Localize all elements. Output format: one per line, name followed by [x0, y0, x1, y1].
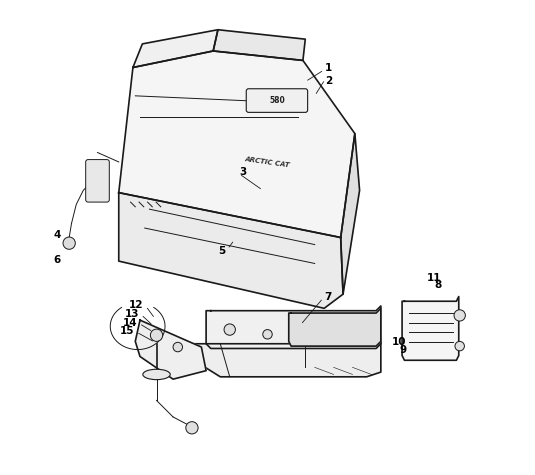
Polygon shape: [289, 308, 381, 346]
Circle shape: [173, 342, 182, 352]
Text: 3: 3: [239, 167, 247, 177]
Polygon shape: [173, 339, 381, 377]
Polygon shape: [133, 30, 218, 67]
Text: 580: 580: [269, 96, 285, 105]
Text: 15: 15: [120, 326, 134, 336]
FancyBboxPatch shape: [86, 160, 109, 202]
Text: 11: 11: [427, 273, 441, 283]
Polygon shape: [341, 133, 360, 294]
Text: 14: 14: [123, 317, 137, 327]
Text: 6: 6: [54, 255, 60, 265]
Text: 4: 4: [54, 230, 60, 240]
Text: ARCTIC CAT: ARCTIC CAT: [244, 156, 291, 168]
Text: 9: 9: [400, 345, 407, 355]
Circle shape: [224, 324, 235, 335]
Polygon shape: [402, 296, 458, 360]
Polygon shape: [206, 306, 381, 349]
Text: 10: 10: [392, 337, 407, 347]
Circle shape: [186, 422, 198, 434]
Text: 13: 13: [125, 309, 139, 319]
Text: 2: 2: [325, 76, 332, 86]
Circle shape: [454, 310, 465, 321]
Circle shape: [263, 330, 272, 339]
Polygon shape: [213, 30, 305, 60]
Text: 12: 12: [129, 300, 144, 310]
Polygon shape: [119, 193, 343, 308]
Text: 5: 5: [218, 246, 225, 256]
Text: 8: 8: [434, 280, 441, 290]
Text: 7: 7: [324, 292, 332, 302]
Text: 1: 1: [325, 64, 332, 74]
Polygon shape: [135, 320, 206, 379]
Circle shape: [150, 329, 163, 342]
Circle shape: [63, 237, 75, 249]
Circle shape: [455, 342, 464, 351]
Ellipse shape: [143, 369, 170, 380]
Polygon shape: [119, 51, 355, 238]
FancyBboxPatch shape: [246, 89, 308, 113]
